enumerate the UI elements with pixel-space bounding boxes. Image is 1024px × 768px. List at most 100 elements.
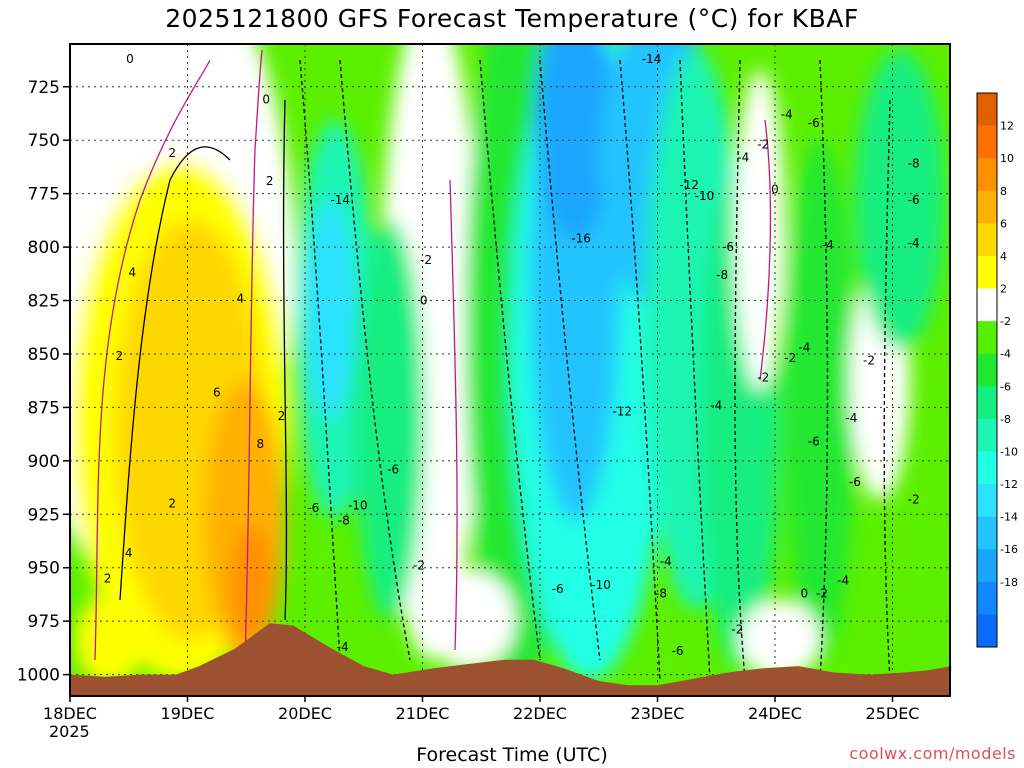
contour-label: 0 [262, 93, 270, 107]
contour-label: -2 [863, 353, 875, 367]
contour-label: -2 [731, 623, 743, 637]
colorbar-swatch [977, 516, 997, 550]
contour-label: -8 [655, 586, 667, 600]
contour-label: -2 [413, 559, 425, 573]
contour-label: -2 [784, 351, 796, 365]
contour-label: -10 [591, 578, 611, 592]
colorbar-swatch [977, 484, 997, 518]
x-tick-label: 25DEC [866, 704, 920, 723]
contour-label: -12 [612, 405, 632, 419]
colorbar: 12 10 8 6 4 2 -2 -4 -6 -8 -10 -12 -14 -16 -18 [976, 92, 1018, 648]
colorbar-swatch [977, 321, 997, 355]
colorbar-label: -4 [1000, 348, 1011, 361]
terrain-surface [70, 623, 952, 696]
colorbar-label: 4 [1000, 250, 1007, 263]
contour-lines [94, 49, 891, 681]
colorbar-label: -18 [1000, 576, 1018, 589]
y-tick-label: 750 [28, 131, 60, 151]
contour-label: -4 [710, 398, 722, 412]
colorbar-label: 8 [1000, 185, 1007, 198]
year-label: 2025 [49, 722, 90, 741]
colorbar-label: -10 [1000, 445, 1018, 458]
contour-label: 0 [771, 182, 779, 196]
colorbar-label: -16 [1000, 543, 1018, 556]
colorbar-swatch [977, 581, 997, 615]
contour-label: -4 [798, 341, 810, 355]
contour-label: -4 [837, 574, 849, 588]
x-axis-title: Forecast Time (UTC) [416, 744, 608, 766]
y-tick-label: 925 [28, 505, 60, 525]
contour-label: -2 [757, 137, 769, 151]
contour-label: -4 [660, 554, 672, 568]
contour-label: -8 [716, 268, 728, 282]
y-tick-label: 900 [28, 452, 60, 472]
colorbar-label: -14 [1000, 511, 1018, 524]
y-tick-label: 1000 [17, 666, 60, 686]
colorbar-label: -6 [1000, 380, 1011, 393]
colorbar-label: -2 [1000, 315, 1011, 328]
contour-label: 2 [104, 571, 112, 585]
colorbar-swatch [977, 418, 997, 452]
colorbar-label: -8 [1000, 413, 1011, 426]
colorbar-swatch [977, 125, 997, 159]
colorbar-swatch [977, 158, 997, 192]
contour-label: -8 [908, 157, 920, 171]
colorbar-swatch [977, 255, 997, 290]
contour-label: 8 [257, 437, 265, 451]
contour-label: -4 [781, 108, 793, 122]
contour-label: 4 [125, 546, 133, 560]
contour-label: -6 [908, 193, 920, 207]
colorbar-swatch [977, 93, 997, 127]
contour-label: 0 [801, 586, 809, 600]
y-axis: 725 750 775 800 825 850 875 900 925 950 975 1000 [17, 78, 70, 686]
x-axis: 18DEC 19DEC 20DEC 21DEC 22DEC 23DEC 24DEC 25DEC [43, 696, 919, 723]
contour-label: 2 [168, 146, 176, 160]
contour-label: -2 [420, 253, 432, 267]
colorbar-swatch [977, 223, 997, 257]
x-tick-label: 18DEC [43, 704, 97, 723]
contour-label: -16 [571, 232, 591, 246]
colorbar-label: 12 [1000, 120, 1014, 133]
contour-label: 0 [126, 52, 134, 66]
contour-label: 4 [128, 266, 136, 280]
contour-label: -12 [679, 178, 699, 192]
colorbar-swatch [977, 451, 997, 485]
y-tick-label: 875 [28, 398, 60, 418]
colorbar-swatch [977, 614, 997, 648]
y-tick-label: 725 [28, 78, 60, 98]
contour-label: -2 [908, 492, 920, 506]
contour-label: -10 [348, 499, 368, 513]
x-tick-label: 23DEC [631, 704, 685, 723]
colorbar-label: 10 [1000, 152, 1014, 165]
x-tick-label: 21DEC [396, 704, 450, 723]
colorbar-label: 2 [1000, 283, 1007, 296]
y-tick-label: 950 [28, 559, 60, 579]
colorbar-swatch [977, 549, 997, 583]
contour-label: -6 [387, 462, 399, 476]
colorbar-label: -12 [1000, 478, 1018, 491]
temperature-field [70, 44, 945, 690]
chart-title: 2025121800 GFS Forecast Temperature (°C)… [165, 4, 859, 33]
x-tick-label: 19DEC [161, 704, 215, 723]
contour-label: -10 [695, 189, 715, 203]
x-tick-label: 20DEC [278, 704, 332, 723]
y-tick-label: 800 [28, 238, 60, 258]
y-tick-label: 975 [28, 612, 60, 632]
contour-label: 2 [278, 409, 286, 423]
colorbar-swatch [977, 190, 997, 224]
contour-label: -2 [816, 586, 828, 600]
contour-label: -2 [757, 370, 769, 384]
y-tick-label: 850 [28, 345, 60, 365]
colorbar-swatch [977, 288, 997, 322]
credit-link[interactable]: coolwx.com/models [849, 744, 1016, 763]
contour-label: 2 [116, 349, 124, 363]
contour-label: 0 [420, 294, 428, 308]
contour-label: -4 [908, 236, 920, 250]
y-tick-label: 775 [28, 185, 60, 205]
contour-label: -14 [642, 52, 662, 66]
y-tick-label: 825 [28, 292, 60, 312]
contour-label: -6 [808, 435, 820, 449]
contour-label: -6 [808, 116, 820, 130]
colorbar-label: 6 [1000, 217, 1007, 230]
